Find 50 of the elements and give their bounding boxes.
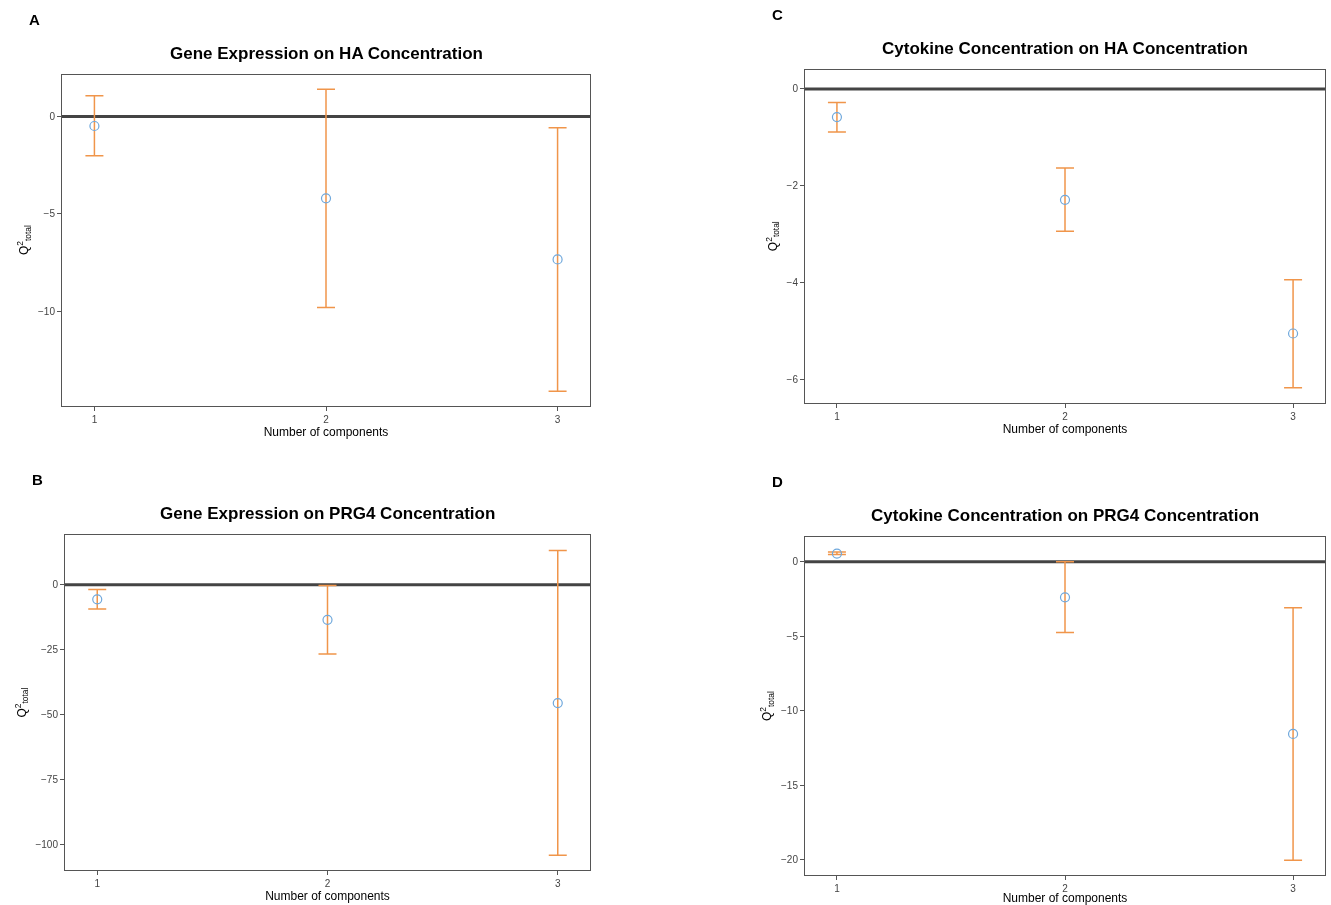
- x-tick-label: 2: [1062, 410, 1069, 422]
- x-tick-label: 3: [554, 878, 561, 890]
- x-tick-label: 1: [94, 878, 101, 890]
- point: [1059, 194, 1071, 205]
- chart-title: Cytokine Concentration on PRG4 Concentration: [871, 506, 1260, 525]
- chart-title: Cytokine Concentration on HA Concentration: [882, 39, 1248, 58]
- point: [1287, 328, 1299, 339]
- x-tick-label: 3: [1290, 883, 1297, 895]
- x-tick-label: 1: [834, 410, 841, 422]
- point: [89, 120, 100, 132]
- point: [322, 614, 333, 625]
- y-tick-label: 0: [52, 579, 59, 591]
- y-tick-label: −10: [38, 305, 56, 317]
- chart-title: Gene Expression on HA Concentration: [170, 44, 483, 63]
- y-tick-label: −5: [43, 208, 56, 220]
- x-axis-title: Number of components: [263, 424, 389, 439]
- point: [1287, 728, 1299, 739]
- x-axis-title: Number of components: [265, 889, 390, 904]
- text: B: [32, 471, 43, 488]
- x-axis-title: Number of components: [1002, 421, 1128, 436]
- x-tick-label: 3: [1290, 410, 1297, 422]
- x-tick-label: 1: [91, 413, 98, 425]
- y-tick-label: −2: [786, 180, 799, 192]
- point: [831, 548, 843, 559]
- point: [552, 254, 563, 265]
- y-tick-label: −50: [41, 709, 59, 721]
- point: [552, 698, 563, 709]
- text: A: [29, 11, 40, 28]
- y-tick-label: −20: [781, 854, 799, 866]
- y-tick-label: −6: [786, 374, 799, 386]
- y-tick-label: −4: [786, 277, 799, 289]
- y-tick-label: 0: [792, 556, 799, 568]
- chart-title: Gene Expression on PRG4 Concentration: [160, 504, 496, 523]
- y-tick-label: 0: [49, 110, 56, 122]
- y-tick-label: −75: [41, 774, 59, 786]
- y-tick-label: −100: [35, 839, 59, 851]
- x-tick-label: 3: [554, 413, 561, 425]
- x-tick-label: 2: [324, 878, 331, 890]
- y-tick-label: −10: [781, 705, 799, 717]
- y-tick-label: −15: [781, 779, 799, 791]
- y-tick-label: −5: [786, 630, 799, 642]
- point: [320, 193, 332, 204]
- x-tick-label: 2: [323, 413, 330, 425]
- text: C: [772, 6, 783, 23]
- y-tick-label: −25: [41, 644, 59, 656]
- point: [1059, 592, 1071, 603]
- point: [831, 111, 843, 123]
- text: D: [772, 473, 783, 490]
- y-tick-label: 0: [792, 83, 799, 95]
- x-tick-label: 1: [834, 883, 841, 895]
